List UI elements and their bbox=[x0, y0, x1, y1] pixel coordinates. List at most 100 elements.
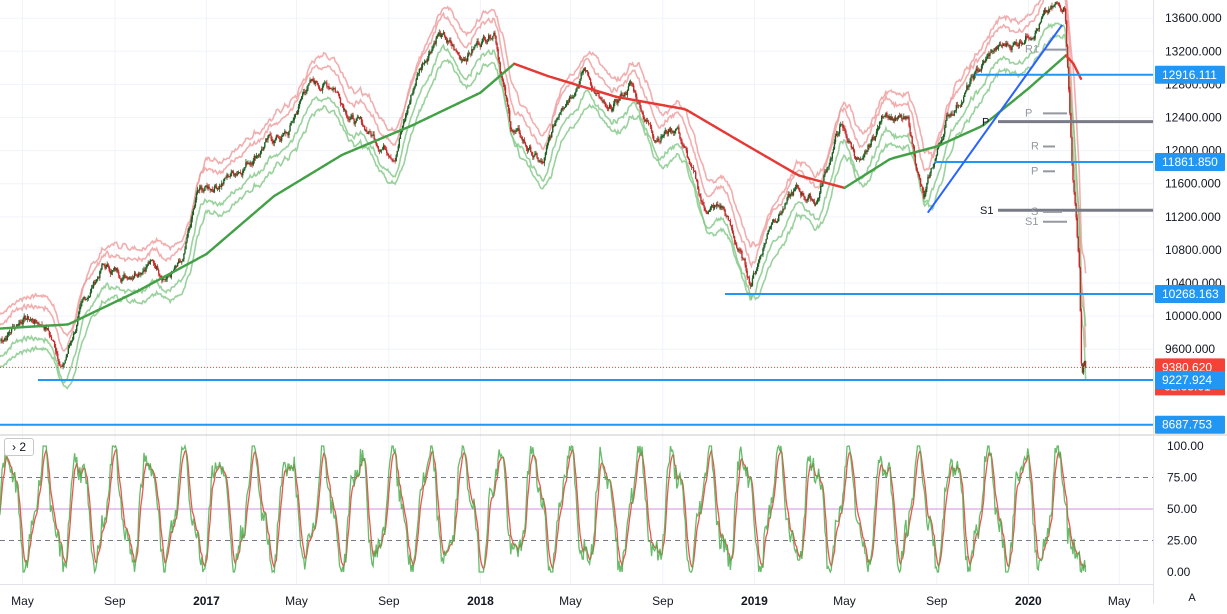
time-tick-label: 2020 bbox=[1015, 594, 1042, 608]
candle-body bbox=[147, 262, 149, 266]
candle-body bbox=[167, 275, 169, 277]
candle-body bbox=[833, 141, 836, 150]
candle-body bbox=[480, 43, 483, 48]
candle-body bbox=[306, 89, 308, 92]
candle-body bbox=[395, 155, 397, 162]
candle-body bbox=[564, 106, 567, 108]
candle-body bbox=[726, 216, 728, 217]
candle-body bbox=[169, 275, 171, 278]
candle-body bbox=[7, 332, 10, 336]
price-axis[interactable]: 13600.00013200.00012800.00012400.0001200… bbox=[1153, 0, 1226, 604]
trendline[interactable] bbox=[926, 24, 1063, 214]
candle-body bbox=[384, 148, 387, 150]
candle-body bbox=[85, 299, 87, 300]
level-badge[interactable] bbox=[1155, 371, 1225, 390]
candle-body bbox=[145, 267, 147, 272]
candle-body bbox=[727, 216, 729, 221]
candle-body bbox=[1078, 251, 1080, 268]
candle-body bbox=[737, 247, 739, 251]
candle-body bbox=[761, 254, 763, 256]
candle-body bbox=[692, 167, 695, 171]
candle-body bbox=[351, 115, 353, 117]
indicator-toggle-button[interactable]: › 2 bbox=[4, 438, 34, 456]
auto-scale-button[interactable]: A bbox=[1188, 592, 1196, 604]
candle-body bbox=[431, 49, 433, 53]
candle-body bbox=[139, 273, 141, 275]
candle-body bbox=[822, 181, 824, 186]
candle-body bbox=[824, 171, 826, 176]
candle-body bbox=[437, 33, 439, 36]
candle-body bbox=[327, 86, 329, 88]
candle-body bbox=[38, 322, 40, 325]
lower-band-inner bbox=[0, 22, 1087, 384]
candle-body bbox=[357, 116, 360, 118]
candle-body bbox=[65, 356, 67, 361]
candle-body bbox=[331, 88, 333, 91]
candle-body bbox=[634, 91, 636, 92]
candle-body bbox=[670, 128, 673, 132]
level-badge[interactable] bbox=[1155, 415, 1225, 434]
candle-body bbox=[667, 129, 670, 134]
candle-body bbox=[62, 365, 64, 367]
candle-body bbox=[335, 91, 337, 93]
candle-body bbox=[666, 131, 669, 134]
candle-body bbox=[732, 232, 735, 237]
candle-body bbox=[784, 203, 786, 209]
candle-body bbox=[676, 128, 678, 130]
candle-body bbox=[526, 148, 529, 151]
candle-body bbox=[140, 272, 142, 275]
candle-body bbox=[103, 264, 105, 266]
level-badge[interactable] bbox=[1155, 153, 1225, 172]
candle-body bbox=[155, 266, 158, 269]
candle-body bbox=[988, 53, 990, 57]
candle-body bbox=[133, 273, 136, 278]
candle-body bbox=[857, 158, 860, 160]
candle-body bbox=[836, 133, 839, 135]
candle-body bbox=[274, 139, 277, 141]
candle-body bbox=[408, 105, 410, 109]
candle-body bbox=[734, 241, 737, 245]
candle-body bbox=[91, 287, 94, 289]
level-badge[interactable] bbox=[1155, 65, 1225, 84]
candle-body bbox=[486, 41, 489, 43]
level-badge[interactable] bbox=[1155, 284, 1225, 303]
candle-body bbox=[742, 258, 744, 259]
candle-body bbox=[263, 146, 265, 150]
candle-body bbox=[635, 91, 637, 97]
candle-body bbox=[0, 339, 2, 342]
candle-body bbox=[760, 255, 762, 257]
time-axis[interactable]: May Sep 2017 May Sep 2018 May Sep 2019 May Sep 2020… bbox=[0, 584, 1153, 609]
candle-body bbox=[854, 155, 857, 160]
candle-body bbox=[608, 104, 611, 109]
candle-body bbox=[440, 34, 443, 38]
candle-body bbox=[554, 123, 556, 126]
level-badge-text: 9227.924 bbox=[1162, 373, 1212, 387]
candle-body bbox=[786, 197, 788, 203]
candle-body bbox=[195, 193, 198, 200]
candle-body bbox=[673, 131, 676, 133]
candle-body bbox=[929, 172, 931, 178]
candle-body bbox=[915, 163, 918, 171]
candle-body bbox=[575, 90, 577, 93]
candle-body bbox=[888, 116, 890, 118]
horizontal-levels[interactable] bbox=[0, 73, 1153, 426]
candle-body bbox=[244, 167, 246, 170]
candle-body bbox=[86, 298, 88, 300]
candle-body bbox=[754, 270, 757, 274]
candle-body bbox=[642, 112, 644, 117]
candle-body bbox=[26, 316, 29, 320]
candle-body bbox=[1042, 13, 1045, 17]
candle-body bbox=[1041, 16, 1044, 19]
oscillator-axis[interactable]: 100.00 75.00 50.00 25.00 0.00 bbox=[1167, 439, 1204, 579]
candle-body bbox=[311, 78, 313, 82]
candle-body bbox=[285, 131, 287, 134]
candle-body bbox=[1076, 217, 1078, 237]
candle-body bbox=[602, 100, 604, 102]
candle-body bbox=[997, 45, 1000, 50]
candle-body bbox=[806, 200, 808, 201]
candle-body bbox=[355, 118, 357, 122]
candle-body bbox=[464, 59, 467, 60]
candle-body bbox=[89, 292, 92, 297]
trendline-segment[interactable] bbox=[926, 24, 1063, 214]
